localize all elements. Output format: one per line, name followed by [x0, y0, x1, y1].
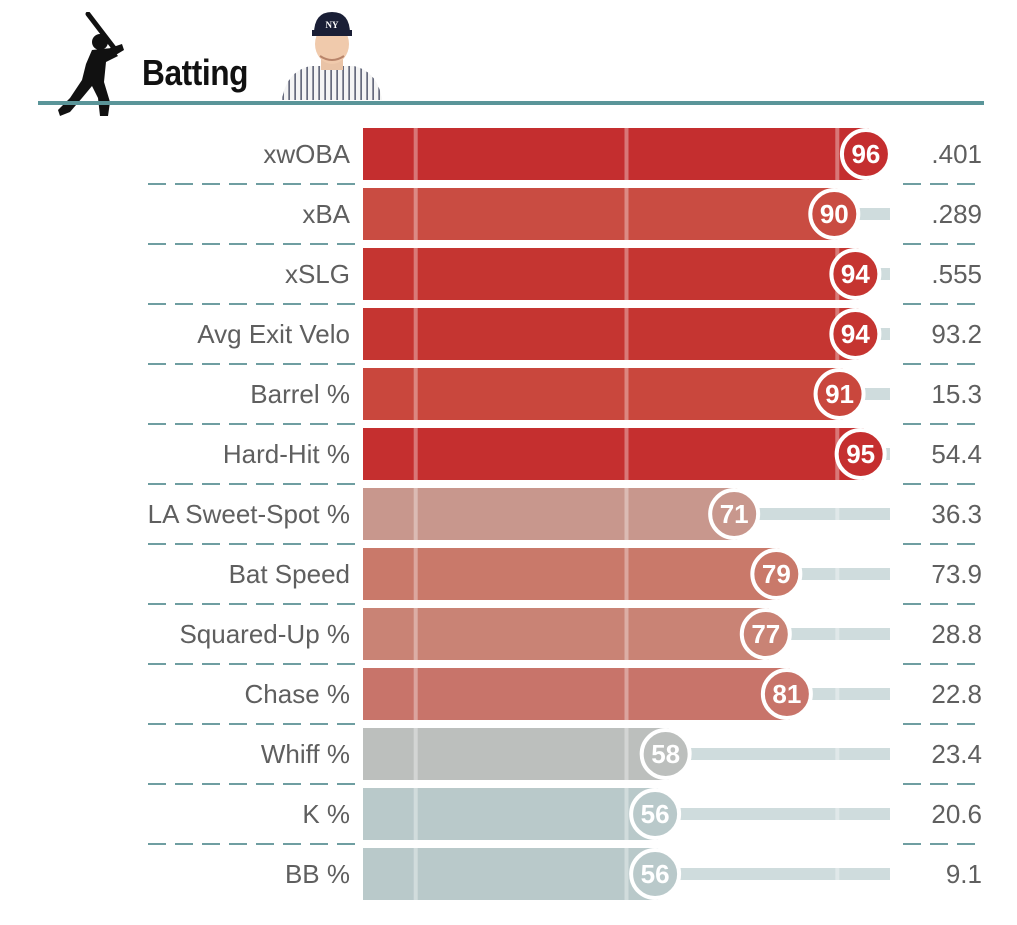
track-bar: [658, 868, 890, 880]
header-rule: [38, 101, 984, 105]
value-label: 22.8: [931, 679, 982, 709]
track-bar: [779, 568, 890, 580]
value-label: 73.9: [931, 559, 982, 589]
track-bar: [768, 628, 890, 640]
value-label: .289: [931, 199, 982, 229]
percentile-bar: [363, 308, 859, 360]
chart-header: Batting NY: [0, 0, 1017, 116]
value-label: 20.6: [931, 799, 982, 829]
percentile-bar: [363, 848, 659, 900]
metric-label: BB %: [285, 859, 350, 889]
percentile-label: 79: [762, 559, 791, 589]
player-headshot: NY: [280, 6, 384, 100]
percentile-circle: [813, 368, 866, 420]
metric-label: Barrel %: [250, 379, 350, 409]
svg-text:NY: NY: [326, 20, 339, 30]
metric-label: K %: [302, 799, 350, 829]
percentile-circle: [839, 128, 892, 180]
value-label: 54.4: [931, 439, 982, 469]
value-label: 23.4: [931, 739, 982, 769]
percentile-circle: [629, 788, 682, 840]
value-label: 15.3: [931, 379, 982, 409]
percentile-circle: [739, 608, 792, 660]
percentile-label: 71: [720, 499, 749, 529]
value-label: .555: [931, 259, 982, 289]
value-label: .401: [931, 139, 982, 169]
percentile-bar: [363, 128, 869, 180]
percentile-label: 56: [641, 799, 670, 829]
percentile-bar: [363, 488, 738, 540]
track-bar: [789, 688, 890, 700]
percentile-label: 91: [825, 379, 854, 409]
percentile-label: 95: [846, 439, 875, 469]
percentile-label: 94: [841, 319, 870, 349]
percentile-circle: [829, 308, 882, 360]
percentile-bar: [363, 608, 769, 660]
metric-label: Whiff %: [261, 739, 350, 769]
metric-label: xBA: [302, 199, 350, 229]
percentile-bar: [363, 248, 859, 300]
percentile-bar: [363, 428, 864, 480]
chart-title: Batting: [142, 52, 249, 93]
metric-label: LA Sweet-Spot %: [148, 499, 350, 529]
metric-label: xwOBA: [263, 139, 350, 169]
percentile-label: 58: [651, 739, 680, 769]
percentile-bar: [363, 548, 780, 600]
metric-label: Avg Exit Velo: [197, 319, 350, 349]
metric-label: Hard-Hit %: [223, 439, 350, 469]
percentile-label: 56: [641, 859, 670, 889]
metric-label: Chase %: [245, 679, 351, 709]
percentile-bar: [363, 728, 669, 780]
value-label: 28.8: [931, 619, 982, 649]
metric-label: Bat Speed: [229, 559, 350, 589]
batter-silhouette-icon: [58, 12, 124, 116]
percentile-circle: [639, 728, 692, 780]
track-bar: [668, 748, 890, 760]
percentile-bar: [363, 368, 843, 420]
value-label: 9.1: [946, 859, 982, 889]
percentile-circle: [708, 488, 761, 540]
track-bar: [658, 808, 890, 820]
percentile-bar: [363, 788, 659, 840]
percentile-label: 81: [772, 679, 801, 709]
percentile-label: 90: [820, 199, 849, 229]
metric-label: Squared-Up %: [179, 619, 350, 649]
percentile-circle: [760, 668, 813, 720]
percentile-circle: [808, 188, 861, 240]
percentile-circle: [750, 548, 803, 600]
percentile-label: 77: [751, 619, 780, 649]
percentile-circle: [829, 248, 882, 300]
percentile-label: 94: [841, 259, 870, 289]
value-label: 36.3: [931, 499, 982, 529]
percentile-bar: [363, 188, 838, 240]
percentile-circle: [834, 428, 887, 480]
metric-label: xSLG: [285, 259, 350, 289]
percentile-circle: [629, 848, 682, 900]
percentile-bar: [363, 668, 790, 720]
track-bar: [737, 508, 890, 520]
value-label: 93.2: [931, 319, 982, 349]
percentile-label: 96: [851, 139, 880, 169]
